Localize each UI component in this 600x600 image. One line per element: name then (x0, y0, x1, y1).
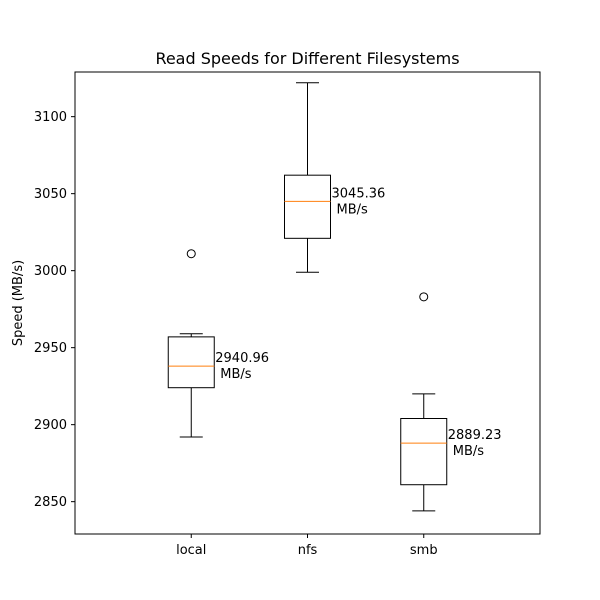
y-tick-label: 2950 (34, 341, 67, 356)
y-tick-label: 3100 (34, 110, 67, 125)
median-annotation-value: 3045.36 (332, 186, 386, 201)
median-annotation-value: 2889.23 (448, 428, 502, 443)
iqr-box (167, 336, 215, 389)
y-tick-label: 2850 (34, 495, 67, 510)
median-annotation-unit: MB/s (453, 444, 485, 459)
plot-area-frame (74, 71, 541, 535)
x-tick-label: local (176, 543, 206, 558)
x-tick-label: nfs (298, 543, 318, 558)
median-annotation-unit: MB/s (220, 367, 252, 382)
iqr-box (400, 418, 448, 486)
x-tick-label: smb (410, 543, 438, 558)
chart-title: Read Speeds for Different Filesystems (155, 49, 459, 68)
y-tick-label: 2900 (34, 418, 67, 433)
outlier-point (419, 292, 429, 302)
iqr-box (284, 174, 331, 239)
outlier-point (186, 249, 196, 259)
x-axis-ticks: local nfs smb (176, 534, 438, 558)
y-tick-label: 3050 (34, 187, 67, 202)
y-axis-label: Speed (MB/s) (11, 260, 26, 346)
y-tick-label: 3000 (34, 264, 67, 279)
median-annotation-value: 2940.96 (215, 351, 269, 366)
y-axis-ticks: 2850 2900 2950 3000 3050 3100 (34, 110, 75, 510)
median-annotation-unit: MB/s (337, 202, 369, 217)
